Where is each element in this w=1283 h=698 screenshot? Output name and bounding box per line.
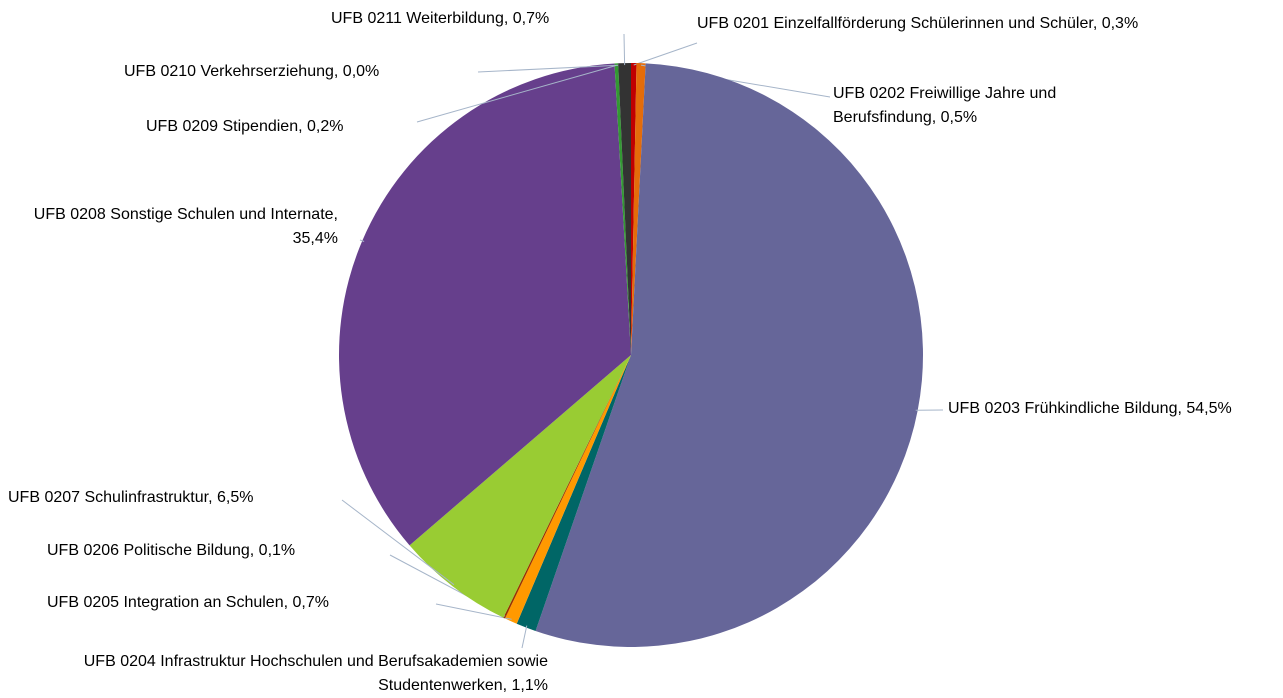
- category-label: UFB 0203 Frühkindliche Bildung: [948, 400, 1177, 417]
- value-label: 35,4%: [293, 230, 338, 247]
- data-label: UFB 0203 Frühkindliche Bildung, 54,5%: [948, 397, 1278, 421]
- data-label: UFB 0211 Weiterbildung, 0,7%: [331, 7, 549, 31]
- leader-line: [624, 34, 625, 65]
- category-label: UFB 0211 Weiterbildung: [331, 10, 504, 27]
- value-label: 0,7%: [293, 594, 329, 611]
- data-label: UFB 0202 Freiwillige Jahre und Berufsfin…: [833, 82, 1153, 130]
- data-label: UFB 0206 Politische Bildung, 0,1%: [47, 539, 295, 563]
- data-label: UFB 0208 Sonstige Schulen und Internate,…: [8, 203, 338, 251]
- data-label: UFB 0210 Verkehrserziehung, 0,0%: [124, 60, 379, 84]
- category-label: UFB 0208 Sonstige Schulen und Internate: [34, 206, 334, 223]
- data-label: UFB 0209 Stipendien, 0,2%: [146, 115, 343, 139]
- category-label: UFB 0206 Politische Bildung: [47, 542, 250, 559]
- value-label: 0,7%: [513, 10, 549, 27]
- category-label: UFB 0209 Stipendien: [146, 118, 298, 135]
- value-label: 0,0%: [343, 63, 379, 80]
- category-label: UFB 0205 Integration an Schulen: [47, 594, 284, 611]
- value-label: 1,1%: [512, 677, 548, 694]
- value-label: 0,5%: [941, 109, 977, 126]
- value-label: 0,1%: [259, 542, 295, 559]
- value-label: 0,3%: [1102, 15, 1138, 32]
- data-label: UFB 0207 Schulinfrastruktur, 6,5%: [8, 486, 253, 510]
- category-label: UFB 0210 Verkehrserziehung: [124, 63, 334, 80]
- value-label: 0,2%: [307, 118, 343, 135]
- leader-line: [522, 626, 527, 648]
- data-label: UFB 0204 Infrastruktur Hochschulen und B…: [58, 650, 548, 698]
- value-label: 6,5%: [217, 489, 253, 506]
- category-label: UFB 0207 Schulinfrastruktur: [8, 489, 208, 506]
- data-label: UFB 0205 Integration an Schulen, 0,7%: [47, 591, 329, 615]
- data-label: UFB 0201 Einzelfallförderung Schülerinne…: [697, 12, 1257, 36]
- category-label: UFB 0201 Einzelfallförderung Schülerinne…: [697, 15, 1093, 32]
- category-label: UFB 0204 Infrastruktur Hochschulen und B…: [84, 653, 548, 694]
- value-label: 54,5%: [1186, 400, 1231, 417]
- leader-line: [634, 43, 697, 65]
